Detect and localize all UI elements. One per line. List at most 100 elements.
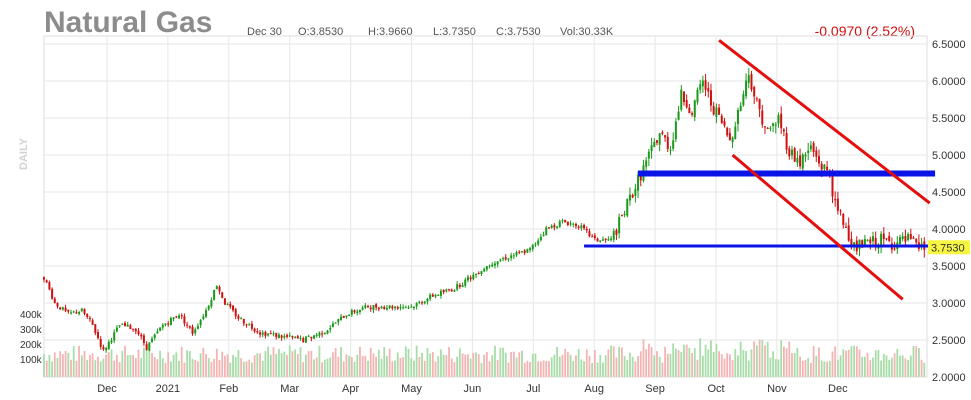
candle-body <box>83 308 86 314</box>
candle-body <box>504 257 507 260</box>
volume-bar <box>801 360 804 377</box>
candle-body <box>537 240 540 245</box>
volume-bar <box>588 355 591 377</box>
candle-body <box>807 150 810 154</box>
candle-body <box>337 319 340 323</box>
candle-body <box>140 334 143 337</box>
volume-bar <box>353 361 356 377</box>
candle-body <box>907 233 910 240</box>
candle-body <box>415 302 418 307</box>
candle-body <box>799 155 802 167</box>
volume-bar <box>793 353 796 377</box>
candle-body <box>375 304 378 308</box>
volume-bar <box>650 346 653 377</box>
volume-bar <box>467 354 469 377</box>
volume-bar <box>453 362 456 377</box>
volume-bar <box>596 362 599 377</box>
candle-body <box>394 306 397 309</box>
candle-body <box>51 288 54 299</box>
volume-bar <box>148 349 151 377</box>
volume-bar <box>102 358 105 377</box>
x-tick-label: Mar <box>280 383 299 395</box>
candle-body <box>48 282 51 290</box>
candle-body <box>91 320 94 325</box>
candle-body <box>763 126 766 128</box>
volume-bar <box>639 351 642 377</box>
candle-body <box>70 312 73 314</box>
candle-body <box>561 220 564 222</box>
volume-bar <box>591 362 594 377</box>
volume-bar <box>666 353 669 377</box>
candle-body <box>620 215 623 217</box>
candle-body <box>869 239 872 244</box>
candle-body <box>650 145 653 152</box>
candle-body <box>364 305 367 308</box>
volume-bar <box>718 351 720 377</box>
volume-bar <box>323 359 326 377</box>
candle-body <box>831 172 834 197</box>
volume-bar <box>755 345 758 377</box>
candle-body <box>115 327 118 332</box>
candle-body <box>547 227 550 229</box>
volume-bar <box>772 351 774 377</box>
candle-body <box>782 129 785 132</box>
volume-bar <box>240 358 243 377</box>
volume-bar <box>904 358 907 377</box>
open-value: O:3.8530 <box>298 26 344 38</box>
candle-body <box>844 226 847 228</box>
volume-bar <box>256 353 259 377</box>
candle-body <box>790 149 793 156</box>
candle-body <box>631 194 634 198</box>
volume-bar <box>820 360 823 377</box>
candle-body <box>229 303 232 307</box>
candle-body <box>736 109 739 125</box>
candle-body <box>259 332 262 335</box>
candle-body <box>904 235 907 242</box>
volume-bar <box>375 356 378 377</box>
volume-bar <box>923 362 926 377</box>
volume-bar <box>607 349 610 377</box>
candle-body <box>442 289 445 293</box>
volume-bar <box>89 354 91 377</box>
volume-bar <box>167 352 170 377</box>
volume-bar <box>753 341 756 377</box>
candle-body <box>826 166 829 170</box>
candle-body <box>861 240 864 248</box>
volume-bar <box>97 356 99 377</box>
candle-body <box>215 286 218 290</box>
candle-body <box>288 335 291 337</box>
volume-bar <box>170 361 172 377</box>
candle-body <box>372 305 375 310</box>
volume-bar <box>545 360 548 377</box>
volume-bar <box>799 356 801 377</box>
candle-body <box>132 328 135 330</box>
volume-bar <box>504 352 507 377</box>
candle-body <box>566 221 569 226</box>
volume-bar <box>907 359 909 377</box>
volume-bar <box>569 354 572 377</box>
volume-bar <box>145 346 148 377</box>
candle-body <box>169 318 172 325</box>
volume-bar <box>461 353 464 377</box>
x-tick-label: Sep <box>645 383 665 395</box>
candle-body <box>626 199 629 216</box>
candle-body <box>205 310 208 317</box>
volume-bar <box>448 347 450 377</box>
candle-body <box>286 335 289 337</box>
candle-body <box>531 244 534 250</box>
candle-body <box>102 347 105 350</box>
candle-body <box>461 285 464 287</box>
volume-bar <box>647 343 650 377</box>
candle-body <box>458 284 461 287</box>
volume-bar <box>197 361 199 377</box>
volume-bar <box>383 347 386 377</box>
candle-body <box>202 316 205 319</box>
volume-bar <box>534 353 537 377</box>
volume-bar <box>43 354 45 377</box>
candle-body <box>61 307 64 310</box>
volume-bar <box>623 356 626 377</box>
volume-bar <box>888 359 891 377</box>
chart-title: Natural Gas <box>44 6 213 39</box>
candle-body <box>493 263 496 266</box>
